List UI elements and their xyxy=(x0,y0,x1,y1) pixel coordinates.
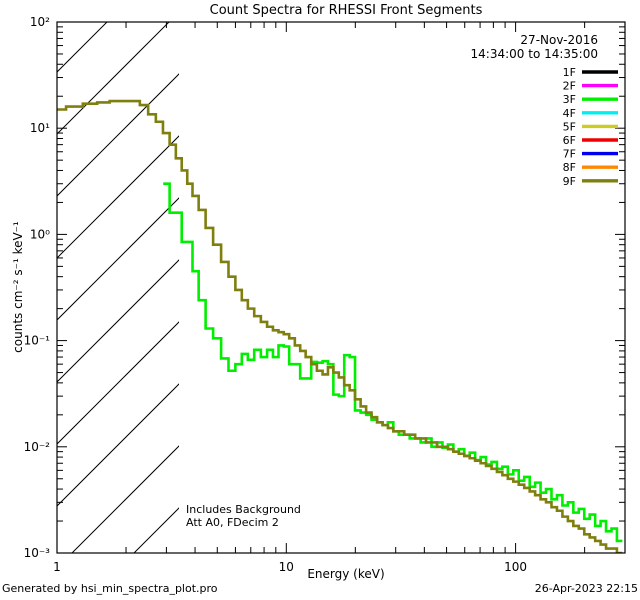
axes-group: 1 10 100 10² 10¹ 10⁰ 10⁻¹ 10⁻² 10⁻³ xyxy=(24,15,626,574)
legend-label-1f: 1F xyxy=(563,66,576,79)
x-axis-label: Energy (keV) xyxy=(307,567,384,581)
annotation-attenuator-state: Att A0, FDecim 2 xyxy=(186,516,279,529)
legend-label-7f: 7F xyxy=(563,148,576,161)
y-tick-label: 10⁻² xyxy=(24,440,51,454)
legend-label-8f: 8F xyxy=(563,161,576,174)
x-tick-label: 10 xyxy=(279,560,294,574)
observation-time-range: 14:34:00 to 14:35:00 xyxy=(471,47,598,61)
footer-timestamp: 26-Apr-2023 22:15 xyxy=(535,582,638,595)
legend-label-6f: 6F xyxy=(563,134,576,147)
y-tick-label: 10¹ xyxy=(30,121,50,135)
plot-frame xyxy=(56,21,626,554)
data-series-group xyxy=(57,99,623,553)
observation-date: 27-Nov-2016 xyxy=(520,33,598,47)
legend-label-4f: 4F xyxy=(563,107,576,120)
y-axis-label: counts cm⁻² s⁻¹ keV⁻¹ xyxy=(11,221,25,353)
legend-label-3f: 3F xyxy=(563,93,576,106)
legend-label-9f: 9F xyxy=(563,175,576,188)
y-tick-label: 10⁰ xyxy=(30,227,50,241)
legend-label-5f: 5F xyxy=(563,120,576,133)
annotation-includes-background: Includes Background xyxy=(186,503,301,516)
series-line-9f xyxy=(57,99,623,553)
x-tick-label: 100 xyxy=(504,560,527,574)
footer-generator: Generated by hsi_min_spectra_plot.pro xyxy=(2,582,218,595)
y-tick-label: 10² xyxy=(30,15,50,29)
legend-label-2f: 2F xyxy=(563,80,576,93)
page-title: Count Spectra for RHESSI Front Segments xyxy=(210,3,483,18)
masked-energy-band xyxy=(57,22,179,553)
x-tick-label: 1 xyxy=(53,560,61,574)
y-tick-label: 10⁻³ xyxy=(24,546,51,560)
y-tick-label: 10⁻¹ xyxy=(24,334,51,348)
